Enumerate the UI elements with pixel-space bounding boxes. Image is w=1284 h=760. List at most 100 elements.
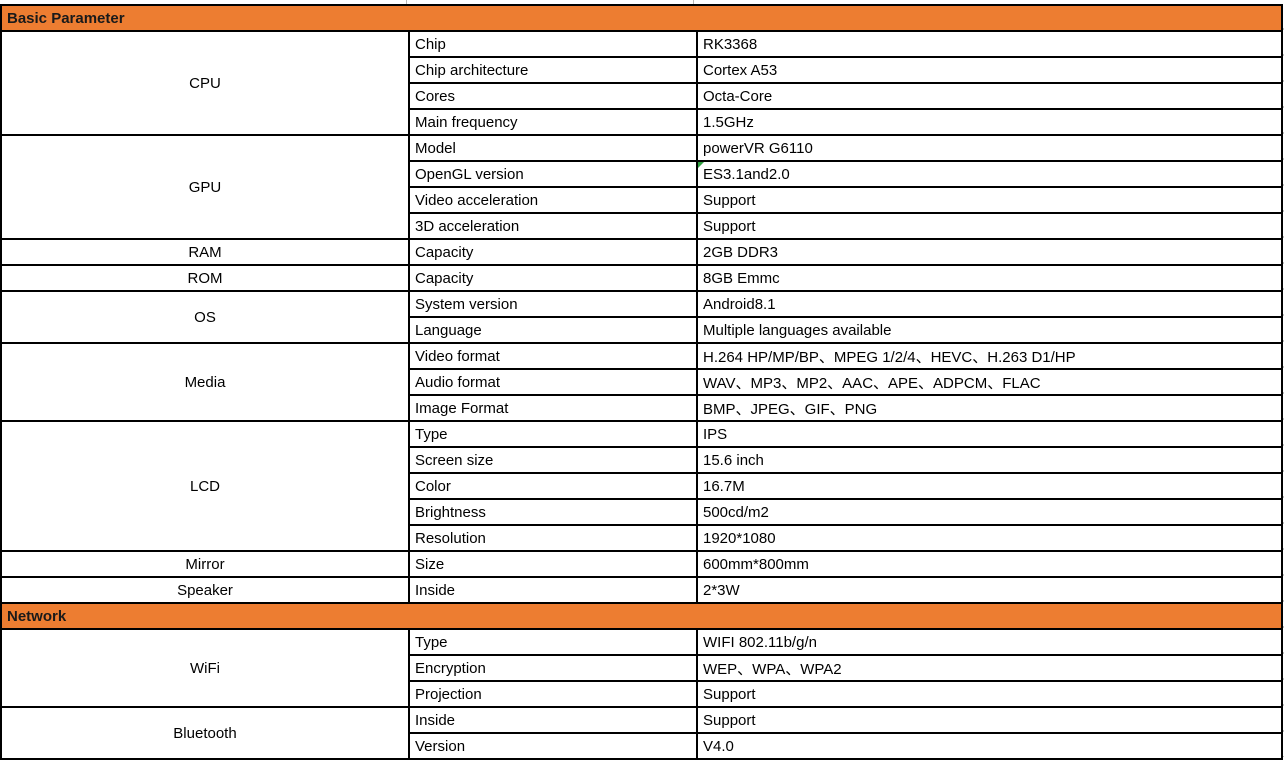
category-cell-media: Media	[0, 342, 410, 422]
category-cell-gpu: GPU	[0, 134, 410, 240]
value-cell: 1.5GHz	[695, 108, 1284, 136]
category-cell-lcd: LCD	[0, 420, 410, 552]
value-cell: 1920*1080	[695, 524, 1284, 552]
property-cell: Main frequency	[408, 108, 698, 136]
property-cell: Type	[408, 420, 698, 448]
spec-row: Image Format BMP、JPEG、GIF、PNG	[1, 394, 1284, 422]
spec-row: Bluetooth Inside Support	[0, 706, 1284, 760]
value-cell: H.264 HP/MP/BP、MPEG 1/2/4、HEVC、H.263 D1/…	[695, 342, 1284, 370]
section-header-basic-parameter: Basic Parameter	[0, 4, 1284, 32]
value-cell: V4.0	[695, 732, 1284, 760]
value-cell: Octa-Core	[695, 82, 1284, 110]
property-cell: Cores	[408, 82, 698, 110]
category-cell-speaker: Speaker	[0, 576, 410, 604]
property-cell: 3D acceleration	[408, 212, 698, 240]
property-cell: Inside	[408, 706, 698, 734]
spec-row: Brightness 500cd/m2	[1, 498, 1284, 526]
spec-row: Cores Octa-Core	[1, 82, 1284, 110]
value-cell: WEP、WPA、WPA2	[695, 654, 1284, 682]
right-gridline-strip	[1281, 4, 1284, 757]
property-cell: OpenGL version	[408, 160, 698, 188]
section-header-row: Network	[0, 602, 1284, 630]
value-cell: WIFI 802.11b/g/n	[695, 628, 1284, 656]
top-gridline-strip	[0, 0, 1284, 4]
property-cell: Language	[408, 316, 698, 344]
property-cell: Video format	[408, 342, 698, 370]
value-cell: BMP、JPEG、GIF、PNG	[695, 394, 1284, 422]
category-cell-mirror: Mirror	[0, 550, 410, 578]
spec-row: Main frequency 1.5GHz	[1, 108, 1284, 136]
spec-row: LCD Type IPS	[0, 420, 1284, 552]
property-cell: Inside	[408, 576, 698, 604]
property-cell: Video acceleration	[408, 186, 698, 214]
value-cell: Cortex A53	[695, 56, 1284, 84]
property-cell: Screen size	[408, 446, 698, 474]
category-cell-rom: ROM	[0, 264, 410, 292]
property-cell: Color	[408, 472, 698, 500]
value-cell: 16.7M	[695, 472, 1284, 500]
value-cell: 15.6 inch	[695, 446, 1284, 474]
value-cell: RK3368	[695, 30, 1284, 58]
value-cell: Android8.1	[695, 290, 1284, 318]
spec-row: Chip architecture Cortex A53	[1, 56, 1284, 84]
gridline-remnant	[406, 0, 407, 4]
spec-row: Projection Support	[1, 680, 1284, 708]
property-cell: Projection	[408, 680, 698, 708]
property-cell: Capacity	[408, 238, 698, 266]
spec-row: Screen size 15.6 inch	[1, 446, 1284, 474]
category-cell-bluetooth: Bluetooth	[0, 706, 410, 760]
spec-row: Mirror Size 600mm*800mm	[0, 550, 1284, 578]
spec-row: Language Multiple languages available	[1, 316, 1284, 344]
value-cell: Support	[695, 680, 1284, 708]
value-cell: Support	[695, 706, 1284, 734]
value-cell: WAV、MP3、MP2、AAC、APE、ADPCM、FLAC	[695, 368, 1284, 396]
spec-row: WiFi Type WIFI 802.11b/g/n	[0, 628, 1284, 708]
section-header-row: Basic Parameter	[0, 4, 1284, 32]
property-cell: Chip	[408, 30, 698, 58]
property-cell: Model	[408, 134, 698, 162]
section-header-network: Network	[0, 602, 1284, 630]
spec-table: Basic Parameter CPU Chip RK3368 Chip arc…	[0, 4, 1284, 760]
value-cell: 8GB Emmc	[695, 264, 1284, 292]
spec-row: Version V4.0	[1, 732, 1284, 760]
property-cell: Brightness	[408, 498, 698, 526]
value-cell: 500cd/m2	[695, 498, 1284, 526]
spec-row: Media Video format H.264 HP/MP/BP、MPEG 1…	[0, 342, 1284, 422]
spec-row: Encryption WEP、WPA、WPA2	[1, 654, 1284, 682]
property-cell: Encryption	[408, 654, 698, 682]
value-cell: Support	[695, 186, 1284, 214]
spec-row: Audio format WAV、MP3、MP2、AAC、APE、ADPCM、F…	[1, 368, 1284, 396]
property-cell: System version	[408, 290, 698, 318]
value-cell: 2GB DDR3	[695, 238, 1284, 266]
spec-row: Resolution 1920*1080	[1, 524, 1284, 552]
property-cell: Size	[408, 550, 698, 578]
property-cell: Chip architecture	[408, 56, 698, 84]
spec-row: OpenGL version ES3.1and2.0	[1, 160, 1284, 188]
value-cell: powerVR G6110	[695, 134, 1284, 162]
category-cell-ram: RAM	[0, 238, 410, 266]
property-cell: Type	[408, 628, 698, 656]
spec-row: RAM Capacity 2GB DDR3	[0, 238, 1284, 266]
spec-row: OS System version Android8.1	[0, 290, 1284, 344]
property-cell: Capacity	[408, 264, 698, 292]
spec-row: Color 16.7M	[1, 472, 1284, 500]
cell-error-indicator-icon	[699, 163, 704, 168]
category-cell-cpu: CPU	[0, 30, 410, 136]
spec-row: CPU Chip RK3368	[0, 30, 1284, 136]
property-cell: Audio format	[408, 368, 698, 396]
value-cell: Support	[695, 212, 1284, 240]
spec-row: Video acceleration Support	[1, 186, 1284, 214]
spec-row: 3D acceleration Support	[1, 212, 1284, 240]
value-cell: IPS	[695, 420, 1284, 448]
value-text: ES3.1and2.0	[703, 165, 790, 183]
category-cell-os: OS	[0, 290, 410, 344]
value-cell: 2*3W	[695, 576, 1284, 604]
value-cell: ES3.1and2.0	[695, 160, 1284, 188]
spec-row: ROM Capacity 8GB Emmc	[0, 264, 1284, 292]
spec-row: Speaker Inside 2*3W	[0, 576, 1284, 604]
property-cell: Resolution	[408, 524, 698, 552]
spec-row: GPU Model powerVR G6110	[0, 134, 1284, 240]
property-cell: Version	[408, 732, 698, 760]
value-cell: 600mm*800mm	[695, 550, 1284, 578]
category-cell-wifi: WiFi	[0, 628, 410, 708]
